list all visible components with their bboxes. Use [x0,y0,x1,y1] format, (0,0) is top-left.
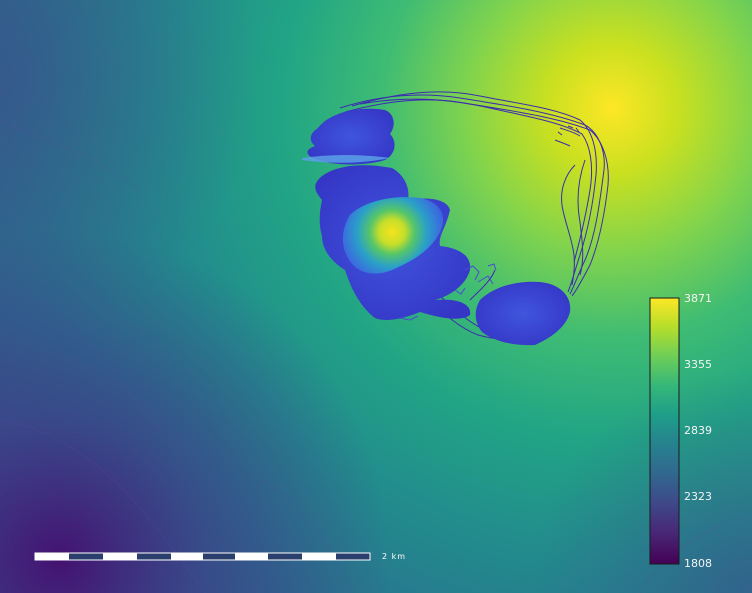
hotspot [342,197,444,274]
colorbar [649,297,680,565]
flow-deposits [302,108,571,346]
deposit-upper [307,108,395,165]
scale-bar-segment [137,553,171,560]
scale-bar-segment [203,553,235,560]
scale-bar-outline [34,552,371,561]
scale-bar-segment [103,553,137,560]
scale-bar-segment [235,553,268,560]
scale-bar-segment [35,553,69,560]
scale-bar-segment [302,553,336,560]
deposit-band [302,155,390,163]
scale-bar [34,552,371,561]
scale-bar-segment [336,553,370,560]
drainage-lines [0,119,731,593]
scale-bar-label: 2 km [382,552,407,561]
colorbar-tick: 2839 [684,424,712,437]
colorbar-tick-max: 3871 [684,292,712,305]
colorbar-tick: 3355 [684,358,712,371]
scale-bar-segment [171,553,203,560]
deposit-speckle [399,263,497,321]
scale-bar-segment [69,553,103,560]
colorbar-tick-min: 1808 [684,557,712,570]
deposit-lower [475,281,571,346]
colorbar-tick: 2323 [684,490,712,503]
scale-bar-segment [268,553,302,560]
